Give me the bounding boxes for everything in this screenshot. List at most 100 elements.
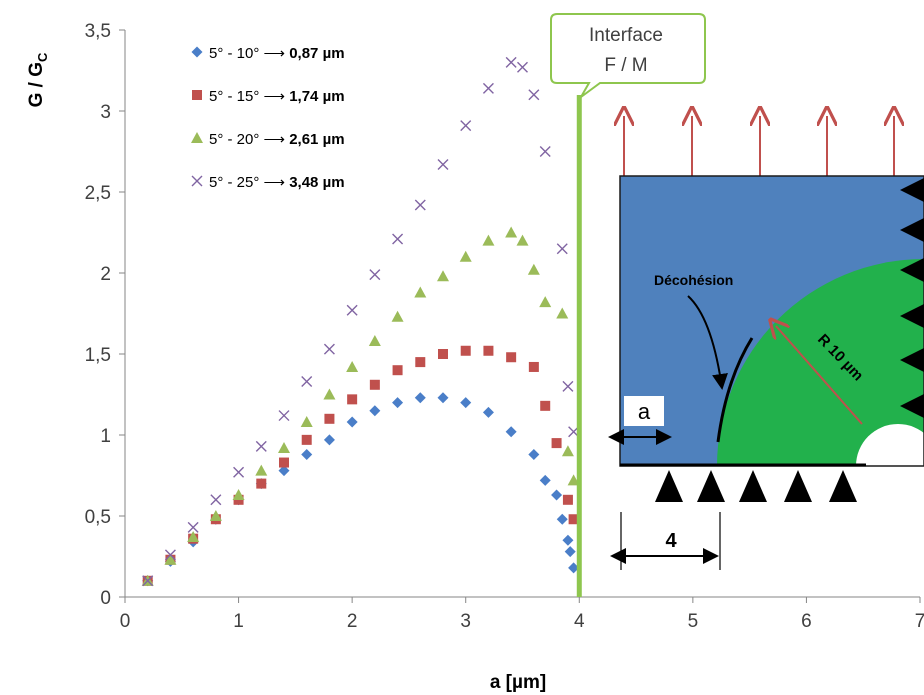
legend-label-value: 2,61 µm bbox=[289, 131, 344, 148]
interface-callout: Interface F / M bbox=[550, 13, 706, 597]
bottom-support bbox=[784, 470, 812, 502]
inset-schematic: Décohésion R 10 µm a bbox=[608, 116, 924, 570]
y-tick-label: 3 bbox=[100, 102, 111, 123]
four-label: 4 bbox=[665, 530, 677, 552]
data-point bbox=[414, 392, 426, 404]
x-tick-label: 1 bbox=[233, 611, 244, 632]
data-point bbox=[506, 352, 517, 363]
data-point bbox=[323, 388, 336, 400]
data-point bbox=[539, 474, 551, 486]
data-point bbox=[562, 534, 574, 546]
data-point bbox=[505, 56, 517, 68]
data-point bbox=[391, 310, 404, 322]
legend-label-value: 3,48 µm bbox=[289, 174, 344, 191]
interface-label-line2: F / M bbox=[604, 55, 647, 76]
bottom-support bbox=[739, 470, 767, 502]
data-point bbox=[369, 269, 381, 281]
x-tick-label: 5 bbox=[688, 611, 699, 632]
data-point bbox=[567, 474, 580, 486]
x-axis-label: a [µm] bbox=[490, 672, 546, 693]
interface-label-line1: Interface bbox=[589, 25, 663, 46]
data-point bbox=[556, 243, 568, 255]
data-point bbox=[392, 397, 404, 409]
legend-marker bbox=[191, 175, 203, 187]
data-point bbox=[301, 376, 313, 388]
data-point bbox=[482, 82, 494, 94]
legend-label: 5° - 10° ⟶ 0,87 µm bbox=[209, 45, 345, 62]
bottom-support bbox=[655, 470, 683, 502]
y-tick-label: 1 bbox=[100, 426, 111, 447]
x-tick-label: 0 bbox=[120, 611, 131, 632]
four-label-box bbox=[656, 527, 686, 551]
radius-arrow bbox=[776, 326, 863, 425]
legend-label-prefix: 5° - 15° ⟶ bbox=[209, 88, 289, 105]
data-point bbox=[369, 405, 381, 417]
data-point bbox=[482, 234, 495, 246]
data-point bbox=[346, 304, 358, 316]
tension-arrows bbox=[624, 116, 894, 176]
decohesion-label: Décohésion bbox=[654, 272, 733, 288]
data-point bbox=[368, 335, 381, 347]
data-point bbox=[528, 361, 539, 372]
y-axis-label: G / GC bbox=[26, 52, 50, 107]
data-point bbox=[369, 379, 380, 390]
data-point bbox=[438, 349, 448, 359]
data-point bbox=[460, 120, 472, 132]
axes bbox=[124, 30, 920, 598]
data-point bbox=[539, 146, 551, 157]
data-point bbox=[437, 392, 449, 404]
data-point bbox=[278, 410, 290, 422]
data-point bbox=[256, 478, 267, 489]
data-point bbox=[460, 345, 471, 356]
data-point bbox=[437, 158, 449, 170]
data-point bbox=[528, 448, 540, 460]
legend-label-value: 0,87 µm bbox=[289, 45, 344, 62]
bottom-support bbox=[697, 470, 725, 502]
data-point bbox=[279, 457, 289, 468]
data-point bbox=[460, 397, 472, 409]
data-point bbox=[516, 234, 529, 246]
legend-label-prefix: 5° - 25° ⟶ bbox=[209, 174, 289, 191]
data-point bbox=[346, 360, 359, 372]
data-point bbox=[164, 553, 177, 565]
legend: 5° - 10° ⟶ 0,87 µm5° - 15° ⟶ 1,74 µm5° -… bbox=[191, 45, 345, 191]
y-ticks: 0 0,5 1 1,5 2 2,5 3 3,5 bbox=[85, 21, 125, 609]
fiber-quarter bbox=[717, 259, 924, 466]
y-axis-label-main: G / G bbox=[26, 62, 47, 107]
data-point bbox=[527, 263, 540, 275]
x-tick-label: 2 bbox=[347, 611, 358, 632]
data-point bbox=[164, 549, 176, 561]
data-point bbox=[556, 307, 569, 319]
data-series bbox=[141, 56, 580, 587]
data-point bbox=[301, 434, 312, 445]
y-tick-label: 0,5 bbox=[85, 507, 111, 528]
data-point bbox=[414, 286, 427, 298]
side-support bbox=[900, 394, 924, 418]
series-triangle bbox=[141, 226, 580, 586]
decohesion-pointer bbox=[687, 295, 728, 390]
data-point bbox=[392, 233, 404, 245]
y-tick-label: 0 bbox=[100, 588, 111, 609]
data-point bbox=[540, 400, 551, 411]
data-point bbox=[210, 494, 222, 506]
data-point bbox=[278, 441, 290, 453]
data-point bbox=[556, 513, 568, 525]
a-label: a bbox=[638, 399, 651, 424]
legend-label: 5° - 25° ⟶ 3,48 µm bbox=[209, 174, 345, 191]
legend-label-prefix: 5° - 20° ⟶ bbox=[209, 131, 289, 148]
data-point bbox=[414, 199, 426, 211]
data-point bbox=[568, 562, 580, 574]
data-point bbox=[233, 466, 245, 478]
data-point bbox=[187, 521, 199, 533]
data-point bbox=[255, 464, 268, 476]
data-point bbox=[564, 546, 576, 558]
interface-callout-box bbox=[550, 13, 706, 98]
legend-label: 5° - 15° ⟶ 1,74 µm bbox=[209, 88, 345, 105]
data-point bbox=[482, 406, 494, 418]
data-point bbox=[562, 380, 574, 392]
decohesion-arc bbox=[716, 337, 754, 443]
data-point bbox=[459, 250, 472, 262]
data-point bbox=[323, 343, 335, 355]
data-point bbox=[301, 448, 313, 460]
data-point bbox=[483, 345, 494, 356]
